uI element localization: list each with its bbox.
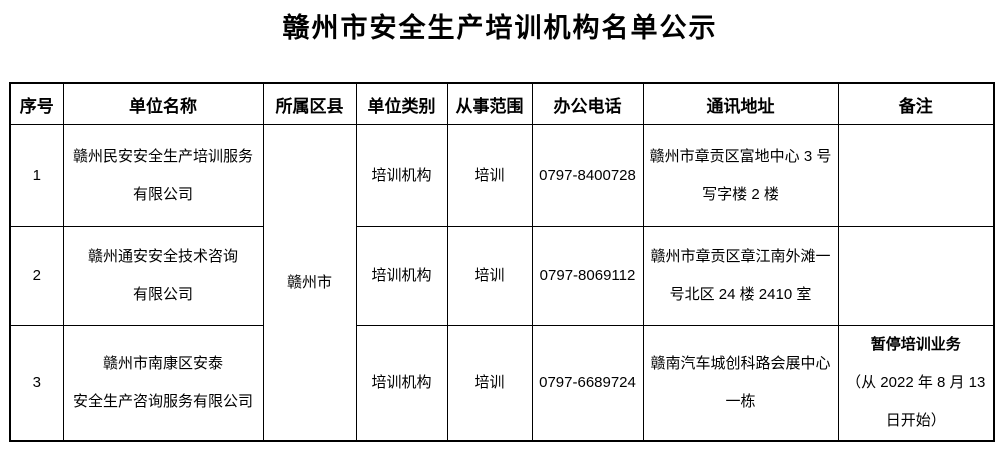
- cell-unit-category: 培训机构: [355, 226, 448, 326]
- address-line: 赣州市章贡区富地中心 3 号: [649, 147, 832, 165]
- cell-remark: [837, 124, 995, 227]
- training-institutions-table: 序号 单位名称 所属区县 单位类别 从事范围 办公电话 通讯地址 备注 1 赣州…: [9, 82, 995, 442]
- header-unit-category: 单位类别: [355, 82, 448, 125]
- cell-office-phone: 0797-8400728: [531, 124, 644, 227]
- cell-address: 赣州市章贡区章江南外滩一 号北区 24 楼 2410 室: [642, 226, 839, 326]
- address-line: 写字楼 2 楼: [702, 185, 779, 203]
- table-row: 1 赣州民安安全生产培训服务 有限公司 赣州市 培训机构 培训 0797-840…: [9, 124, 995, 442]
- header-address: 通讯地址: [642, 82, 839, 125]
- cell-address: 赣南汽车城创科路会展中心 一栋: [642, 325, 839, 442]
- remark-line: 日开始）: [885, 412, 946, 429]
- address-line: 一栋: [725, 393, 756, 410]
- cell-scope: 培训: [446, 226, 533, 326]
- unit-name-line: 赣州通安安全技术咨询: [87, 248, 238, 265]
- header-unit-name: 单位名称: [62, 82, 264, 125]
- unit-name-line: 有限公司: [132, 185, 193, 203]
- unit-name-line: 安全生产咨询服务有限公司: [72, 393, 253, 410]
- address-line: 赣州市章贡区章江南外滩一: [650, 248, 831, 265]
- cell-remark: [837, 226, 995, 326]
- table-row: 3 赣州市南康区安泰 安全生产咨询服务有限公司 培训机构 培训 0797-668…: [9, 325, 995, 442]
- header-district: 所属区县: [262, 82, 357, 125]
- page-title: 赣州市安全生产培训机构名单公示: [282, 13, 718, 43]
- header-scope: 从事范围: [446, 82, 533, 125]
- cell-seq: 2: [9, 226, 64, 326]
- cell-scope: 培训: [446, 325, 533, 442]
- header-office-phone: 办公电话: [531, 82, 644, 125]
- cell-unit-name: 赣州市南康区安泰 安全生产咨询服务有限公司: [62, 325, 264, 442]
- unit-name-line: 有限公司: [132, 286, 193, 303]
- header-seq: 序号: [9, 82, 64, 125]
- cell-scope: 培训: [446, 124, 533, 227]
- table-row: 2 赣州通安安全技术咨询 有限公司 培训机构 培训 0797-8069112 赣…: [9, 226, 995, 326]
- cell-unit-category: 培训机构: [355, 124, 448, 227]
- cell-unit-name: 赣州民安安全生产培训服务 有限公司: [62, 124, 264, 227]
- address-line: 号北区 24 楼 2410 室: [669, 286, 812, 303]
- remark-suspended-label: 暂停培训业务: [870, 336, 961, 353]
- header-remark: 备注: [837, 82, 995, 125]
- cell-unit-category: 培训机构: [355, 325, 448, 442]
- cell-address: 赣州市章贡区富地中心 3 号 写字楼 2 楼: [642, 124, 839, 227]
- unit-name-line: 赣州市南康区安泰: [102, 355, 223, 372]
- cell-seq: 1: [9, 124, 64, 227]
- cell-office-phone: 0797-8069112: [531, 226, 644, 326]
- remark-line: （从 2022 年 8 月 13: [846, 374, 986, 391]
- address-line: 赣南汽车城创科路会展中心: [650, 355, 831, 372]
- cell-district-merged: 赣州市: [262, 124, 357, 442]
- table-header-row: 序号 单位名称 所属区县 单位类别 从事范围 办公电话 通讯地址 备注: [9, 82, 995, 125]
- cell-remark: 暂停培训业务 （从 2022 年 8 月 13 日开始）: [837, 325, 995, 442]
- unit-name-line: 赣州民安安全生产培训服务: [72, 147, 253, 165]
- cell-office-phone: 0797-6689724: [531, 325, 644, 442]
- cell-unit-name: 赣州通安安全技术咨询 有限公司: [62, 226, 264, 326]
- cell-seq: 3: [9, 325, 64, 442]
